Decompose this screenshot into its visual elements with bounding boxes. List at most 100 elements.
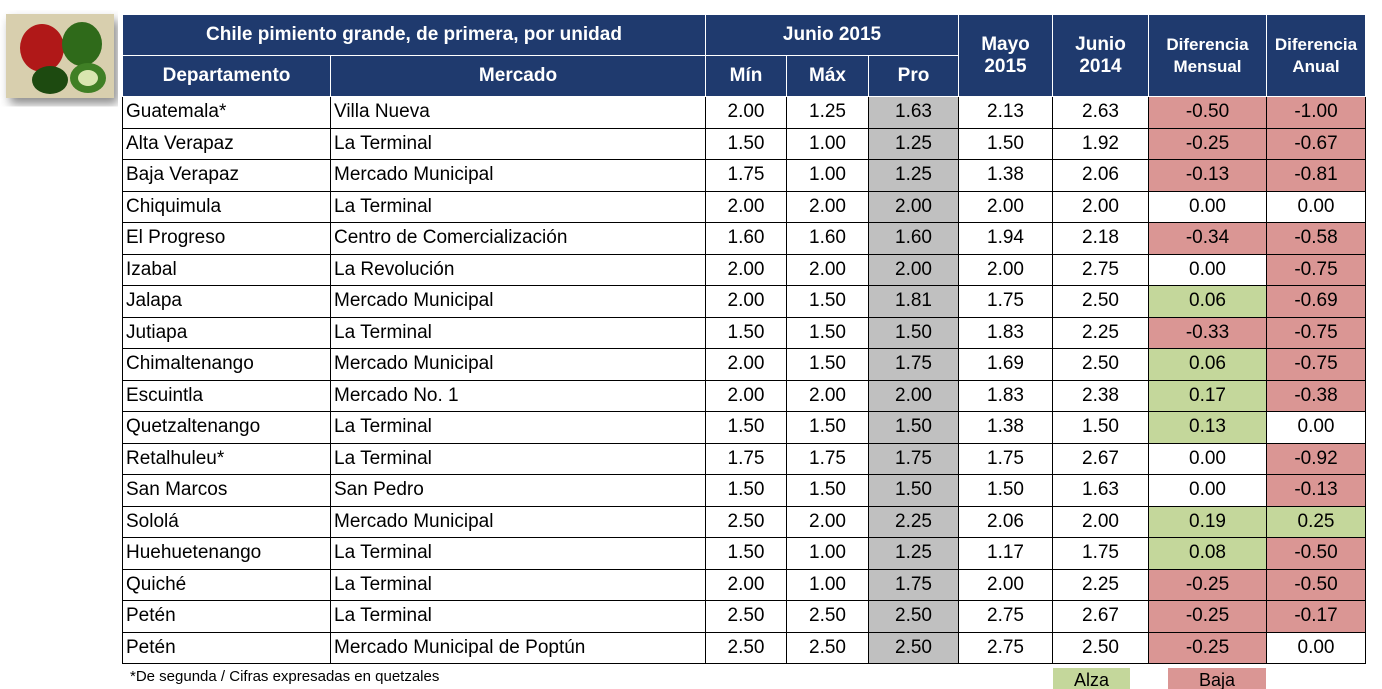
table-cell: 2.00 — [706, 286, 787, 318]
table-cell: 1.38 — [959, 412, 1053, 444]
column-header: Mercado — [331, 56, 706, 97]
table-cell: Sololá — [123, 506, 331, 538]
table-cell: 2.13 — [959, 97, 1053, 129]
table-cell: -0.25 — [1149, 128, 1267, 160]
table-cell: La Terminal — [331, 538, 706, 570]
table-cell: 1.63 — [1053, 475, 1149, 507]
table-cell: 1.75 — [869, 569, 959, 601]
table-cell: 0.00 — [1267, 632, 1366, 664]
column-header: Diferencia Mensual — [1149, 15, 1267, 97]
table-cell: 0.00 — [1149, 475, 1267, 507]
table-cell: Jalapa — [123, 286, 331, 318]
page: Chile pimiento grande, de primera, por u… — [0, 0, 1382, 689]
table-cell: 1.75 — [787, 443, 869, 475]
table-cell: Chiquimula — [123, 191, 331, 223]
table-cell: -0.33 — [1149, 317, 1267, 349]
table-cell: 1.94 — [959, 223, 1053, 255]
table-cell: 2.50 — [787, 632, 869, 664]
table-cell: 1.25 — [787, 97, 869, 129]
table-cell: 2.75 — [959, 601, 1053, 633]
table-cell: -0.75 — [1267, 254, 1366, 286]
table-cell: 1.50 — [706, 128, 787, 160]
table-cell: San Pedro — [331, 475, 706, 507]
table-cell: Mercado No. 1 — [331, 380, 706, 412]
table-cell: La Revolución — [331, 254, 706, 286]
table-cell: 2.18 — [1053, 223, 1149, 255]
column-header: Departamento — [123, 56, 331, 97]
table-cell: 2.06 — [1053, 160, 1149, 192]
table-cell: 2.50 — [706, 506, 787, 538]
table-cell: 1.50 — [787, 286, 869, 318]
table-cell: 1.60 — [787, 223, 869, 255]
table-cell: 2.67 — [1053, 601, 1149, 633]
table-cell: 1.60 — [869, 223, 959, 255]
table-cell: 0.00 — [1149, 254, 1267, 286]
table-cell: San Marcos — [123, 475, 331, 507]
table-cell: 1.83 — [959, 317, 1053, 349]
table-cell: -0.34 — [1149, 223, 1267, 255]
table-cell: 2.00 — [706, 349, 787, 381]
table-cell: 0.06 — [1149, 286, 1267, 318]
table-cell: 0.19 — [1149, 506, 1267, 538]
table-cell: 2.50 — [1053, 349, 1149, 381]
table-cell: 2.00 — [959, 191, 1053, 223]
table-cell: Baja Verapaz — [123, 160, 331, 192]
table-cell: 1.00 — [787, 569, 869, 601]
table-cell: 1.50 — [869, 317, 959, 349]
table-cell: Retalhuleu* — [123, 443, 331, 475]
table-cell: 1.50 — [959, 128, 1053, 160]
table-cell: 2.00 — [706, 254, 787, 286]
table-cell: 2.00 — [959, 569, 1053, 601]
table-cell: 1.50 — [959, 475, 1053, 507]
table-cell: -0.13 — [1149, 160, 1267, 192]
table-cell: 0.00 — [1267, 191, 1366, 223]
table-cell: 2.38 — [1053, 380, 1149, 412]
table-cell: -0.50 — [1149, 97, 1267, 129]
table-cell: 2.25 — [1053, 569, 1149, 601]
table-cell: Mercado Municipal de Poptún — [331, 632, 706, 664]
table-cell: 1.50 — [1053, 412, 1149, 444]
table-cell: 1.75 — [959, 443, 1053, 475]
table-cell: 2.00 — [706, 569, 787, 601]
table-cell: 0.00 — [1267, 412, 1366, 444]
table-cell: 2.00 — [787, 254, 869, 286]
table-cell: Mercado Municipal — [331, 160, 706, 192]
table-cell: 1.00 — [787, 160, 869, 192]
table-cell: Mercado Municipal — [331, 286, 706, 318]
table-cell: 2.00 — [869, 191, 959, 223]
table-cell: 2.50 — [1053, 632, 1149, 664]
table-cell: -0.81 — [1267, 160, 1366, 192]
table-cell: 2.50 — [869, 632, 959, 664]
table-cell: Mercado Municipal — [331, 506, 706, 538]
table-cell: Petén — [123, 601, 331, 633]
table-cell: 1.63 — [869, 97, 959, 129]
table-cell: 0.00 — [1149, 191, 1267, 223]
table-cell: 1.75 — [1053, 538, 1149, 570]
table-cell: Izabal — [123, 254, 331, 286]
table-cell: La Terminal — [331, 317, 706, 349]
table-cell: -0.25 — [1149, 632, 1267, 664]
table-cell: 1.38 — [959, 160, 1053, 192]
table-cell: 2.75 — [1053, 254, 1149, 286]
table-cell: -0.75 — [1267, 349, 1366, 381]
column-header: Mín — [706, 56, 787, 97]
table-cell: 1.75 — [706, 443, 787, 475]
table-cell: -1.00 — [1267, 97, 1366, 129]
table-cell: La Terminal — [331, 569, 706, 601]
table-cell: Huehuetenango — [123, 538, 331, 570]
table-cell: 2.00 — [706, 191, 787, 223]
table-cell: 2.25 — [869, 506, 959, 538]
table-cell: 2.25 — [1053, 317, 1149, 349]
table-cell: 1.50 — [869, 412, 959, 444]
table-cell: 1.50 — [706, 475, 787, 507]
pepper-image — [0, 10, 118, 110]
